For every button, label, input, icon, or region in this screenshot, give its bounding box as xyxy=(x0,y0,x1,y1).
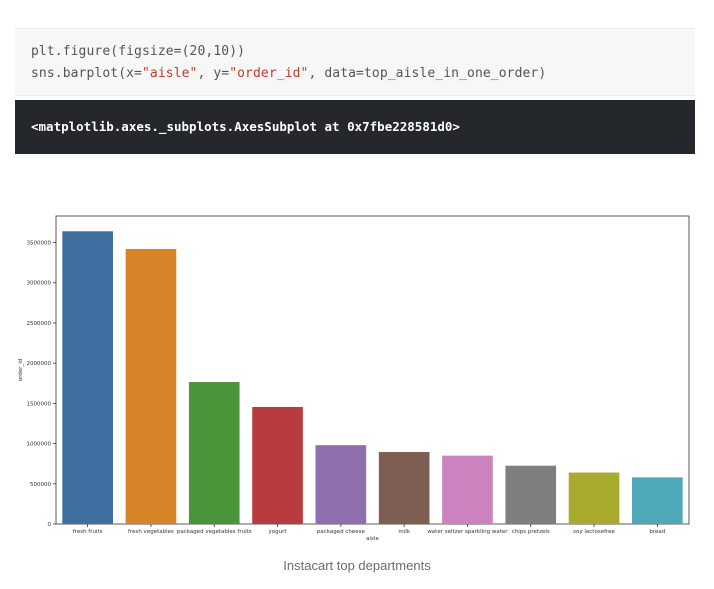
y-tick-label: 3500000 xyxy=(27,241,52,247)
plot-frame xyxy=(55,215,690,525)
code-token: , y= xyxy=(197,66,230,81)
y-tick-label: 1500000 xyxy=(27,401,52,407)
code-token: , xyxy=(205,44,214,59)
code-line-barplot: sns.barplot(x="aisle", y="order_id", dat… xyxy=(31,66,546,82)
x-axis-label: aisle xyxy=(366,536,379,542)
x-tick-label: chips pretzels xyxy=(512,529,550,535)
y-tick-label: 3000000 xyxy=(27,281,52,287)
bar-chart: 0 500000 1000000 1500000 2000000 2500000 30000… xyxy=(0,200,714,550)
bar xyxy=(442,455,493,524)
figure-caption: Instacart top departments xyxy=(283,558,431,573)
bar xyxy=(378,452,430,524)
code-cell[interactable]: plt.figure(figsize=(20,10)) sns.barplot(… xyxy=(15,28,695,96)
bar xyxy=(632,477,683,524)
x-tick-label: water seltzer sparkling water xyxy=(427,529,508,535)
bar xyxy=(568,472,620,524)
code-token: )) xyxy=(229,44,246,59)
code-string: "order_id" xyxy=(229,66,309,81)
y-tick-label: 0 xyxy=(48,522,52,528)
code-string: "aisle" xyxy=(141,66,198,81)
bar xyxy=(252,406,303,524)
bar xyxy=(125,248,177,524)
y-tick-label: 500000 xyxy=(30,482,51,488)
x-tick-label: soy lactosefree xyxy=(573,529,615,535)
x-tick-label: yogurt xyxy=(269,529,288,535)
bar xyxy=(505,465,557,524)
x-tick-label: bread xyxy=(649,529,665,535)
y-tick-label: 1000000 xyxy=(27,442,52,448)
bar xyxy=(315,445,367,524)
y-axis-label: order_id xyxy=(18,359,24,381)
code-token: plt.figure(figsize=( xyxy=(31,44,190,59)
code-token: , data=top_aisle_in_one_order) xyxy=(308,66,547,81)
bar xyxy=(62,231,113,525)
code-line-figure: plt.figure(figsize=(20,10)) xyxy=(31,44,245,60)
x-tick-label: fresh vegetables xyxy=(128,529,174,535)
code-token: sns.barplot(x= xyxy=(31,66,142,81)
code-number: 20 xyxy=(189,44,206,59)
x-tick-label: packaged vegetables fruits xyxy=(177,529,252,535)
x-tick-label: milk xyxy=(398,529,410,535)
x-tick-label: packaged cheese xyxy=(317,529,366,535)
bar xyxy=(188,382,240,524)
chart-svg: 0 500000 1000000 1500000 2000000 2500000 30000… xyxy=(18,215,690,542)
output-text: <matplotlib.axes._subplots.AxesSubplot a… xyxy=(31,119,460,134)
output-cell: <matplotlib.axes._subplots.AxesSubplot a… xyxy=(15,100,695,154)
y-tick-label: 2000000 xyxy=(27,361,52,367)
code-number: 10 xyxy=(213,44,230,59)
y-tick-label: 2500000 xyxy=(27,321,52,327)
x-tick-label: fresh fruits xyxy=(73,529,103,535)
